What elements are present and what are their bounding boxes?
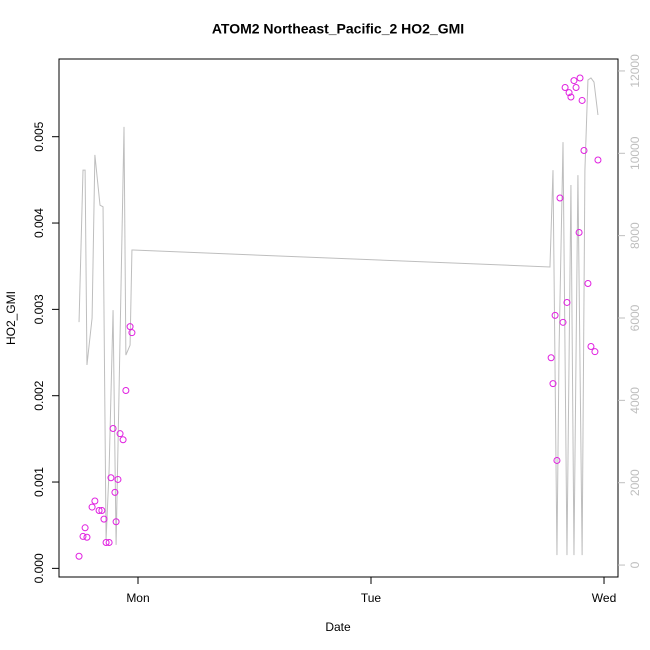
point: [570, 77, 578, 85]
point: [98, 507, 106, 515]
point: [553, 456, 561, 464]
point: [109, 425, 117, 433]
plot-frame: [58, 58, 619, 578]
point: [102, 538, 110, 546]
point: [81, 524, 89, 532]
point: [91, 497, 99, 505]
point: [591, 348, 599, 356]
y-tick-label: 0.002: [32, 380, 46, 410]
point: [563, 298, 571, 306]
x-axis-label: Date: [325, 620, 351, 634]
y-tick-label: 0.003: [32, 294, 46, 324]
y-axis-label: HO2_GMI: [4, 291, 18, 345]
x-tick-label: Tue: [361, 591, 382, 605]
point: [105, 538, 113, 546]
chart-title: ATOM2 Northeast_Pacific_2 HO2_GMI: [212, 21, 464, 37]
point: [587, 342, 595, 350]
point: [116, 430, 124, 438]
y2-tick-label: 8000: [628, 222, 642, 249]
y-tick-label: 0.000: [32, 553, 46, 583]
point: [83, 533, 91, 541]
point: [584, 279, 592, 287]
point: [119, 436, 127, 444]
x-tick-label: Wed: [592, 591, 616, 605]
point: [126, 323, 134, 331]
point: [576, 74, 584, 82]
point: [580, 147, 588, 155]
point: [88, 503, 96, 511]
y-tick-label: 0.005: [32, 121, 46, 151]
point: [556, 194, 564, 202]
point: [112, 518, 120, 526]
point: [122, 387, 130, 395]
point: [594, 156, 602, 164]
y2-tick-label: 12000: [628, 54, 642, 88]
point: [567, 93, 575, 101]
point: [128, 329, 136, 337]
point: [95, 507, 103, 515]
line: [78, 77, 599, 556]
point: [575, 229, 583, 237]
point: [578, 96, 586, 104]
y2-tick-label: 10000: [628, 136, 642, 170]
point: [100, 515, 108, 523]
point: [547, 354, 555, 362]
y2-tick-label: 0: [628, 561, 642, 568]
y2-tick-label: 2000: [628, 469, 642, 496]
y-tick-label: 0.001: [32, 467, 46, 497]
point: [114, 475, 122, 483]
y2-tick-label: 6000: [628, 304, 642, 331]
point: [559, 318, 567, 326]
point: [572, 83, 580, 91]
point: [75, 552, 83, 560]
point: [549, 380, 557, 388]
x-tick-label: Mon: [126, 591, 149, 605]
point: [565, 89, 573, 97]
y2-tick-label: 4000: [628, 387, 642, 414]
point: [551, 311, 559, 319]
point: [561, 83, 569, 91]
point: [111, 488, 119, 496]
y-tick-label: 0.004: [32, 208, 46, 238]
point: [107, 474, 115, 482]
point: [79, 532, 87, 540]
